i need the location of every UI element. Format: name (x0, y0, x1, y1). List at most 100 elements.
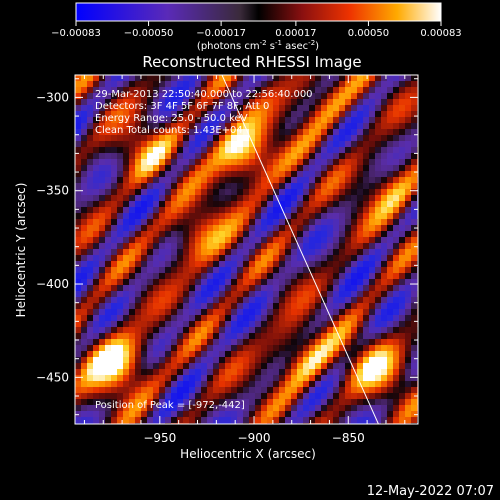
heatmap-cell (345, 165, 352, 172)
heatmap-cell (267, 171, 274, 178)
heatmap-cell (303, 267, 310, 274)
heatmap-cell (339, 309, 346, 316)
heatmap-cell (165, 183, 172, 190)
heatmap-cell (207, 225, 214, 232)
heatmap-cell (225, 375, 232, 382)
heatmap-cell (141, 123, 148, 130)
heatmap-cell (375, 321, 382, 328)
heatmap-cell (273, 93, 280, 100)
heatmap-cell (153, 387, 160, 394)
heatmap-cell (333, 117, 340, 124)
heatmap-cell (225, 327, 232, 334)
heatmap-cell (297, 417, 304, 424)
heatmap-cell (195, 123, 202, 130)
heatmap-cell (117, 231, 124, 238)
heatmap-cell (165, 141, 172, 148)
heatmap-cell (225, 171, 232, 178)
heatmap-cell (147, 345, 154, 352)
heatmap-cell (99, 261, 106, 268)
heatmap-cell (153, 243, 160, 250)
heatmap-cell (237, 297, 244, 304)
heatmap-cell (129, 123, 136, 130)
heatmap-cell (261, 153, 268, 160)
heatmap-cell (411, 303, 418, 310)
heatmap-cell (81, 411, 88, 418)
heatmap-cell (291, 249, 298, 256)
heatmap-cell (273, 159, 280, 166)
x-axis-label: Heliocentric X (arcsec) (180, 447, 316, 461)
heatmap-cell (201, 279, 208, 286)
heatmap-cell (153, 183, 160, 190)
heatmap-cell (399, 417, 406, 424)
heatmap-cell (183, 147, 190, 154)
heatmap-cell (165, 279, 172, 286)
heatmap-cell (387, 147, 394, 154)
heatmap-cell (327, 141, 334, 148)
heatmap-cell (411, 237, 418, 244)
heatmap-cell (321, 291, 328, 298)
heatmap-cell (171, 297, 178, 304)
heatmap-cell (171, 99, 178, 106)
heatmap-cell (291, 363, 298, 370)
heatmap-cell (87, 375, 94, 382)
heatmap-cell (213, 255, 220, 262)
heatmap-cell (225, 369, 232, 376)
heatmap-cell (249, 327, 256, 334)
heatmap-cell (291, 333, 298, 340)
heatmap-cell (369, 375, 376, 382)
heatmap-cell (357, 261, 364, 268)
heatmap-cell (333, 333, 340, 340)
heatmap-cell (291, 81, 298, 88)
heatmap-cell (357, 117, 364, 124)
heatmap-cell (345, 285, 352, 292)
colorbar-tick-label: 0.00017 (275, 28, 316, 39)
heatmap-cell (267, 225, 274, 232)
heatmap-cell (381, 105, 388, 112)
heatmap-cell (207, 261, 214, 268)
heatmap-cell (111, 273, 118, 280)
heatmap-cell (393, 183, 400, 190)
heatmap-cell (387, 165, 394, 172)
heatmap-cell (75, 129, 82, 136)
heatmap-cell (75, 297, 82, 304)
heatmap-cell (195, 81, 202, 88)
heatmap-cell (111, 159, 118, 166)
heatmap-cell (273, 267, 280, 274)
heatmap-cell (99, 213, 106, 220)
heatmap-cell (345, 357, 352, 364)
heatmap-cell (201, 105, 208, 112)
heatmap-cell (285, 183, 292, 190)
heatmap-cell (369, 93, 376, 100)
heatmap-cell (309, 345, 316, 352)
heatmap-cell (369, 81, 376, 88)
heatmap-cell (279, 285, 286, 292)
heatmap-cell (159, 387, 166, 394)
heatmap-cell (87, 387, 94, 394)
heatmap-cell (207, 267, 214, 274)
y-axis-label: Heliocentric Y (arcsec) (14, 183, 28, 318)
heatmap-cell (207, 87, 214, 94)
heatmap-cell (261, 297, 268, 304)
heatmap-cell (321, 345, 328, 352)
heatmap-cell (93, 99, 100, 106)
heatmap-cell (117, 243, 124, 250)
heatmap-cell (117, 219, 124, 226)
heatmap-cell (123, 411, 130, 418)
heatmap-cell (93, 363, 100, 370)
heatmap-cell (327, 201, 334, 208)
heatmap-cell (333, 351, 340, 358)
heatmap-cell (363, 99, 370, 106)
heatmap-cell (213, 183, 220, 190)
heatmap-cell (315, 375, 322, 382)
heatmap-cell (111, 129, 118, 136)
heatmap-cell (129, 183, 136, 190)
heatmap-cell (315, 75, 322, 82)
heatmap-cell (117, 177, 124, 184)
heatmap-cell (99, 87, 106, 94)
heatmap-cell (93, 261, 100, 268)
heatmap-cell (99, 411, 106, 418)
heatmap-cell (381, 207, 388, 214)
heatmap-cell (117, 387, 124, 394)
heatmap-cell (135, 99, 142, 106)
heatmap-cell (87, 309, 94, 316)
